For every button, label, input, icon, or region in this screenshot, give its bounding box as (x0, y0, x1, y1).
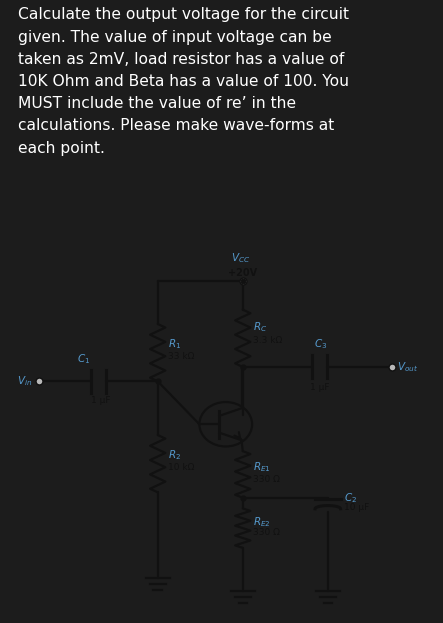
Text: 1 μF: 1 μF (90, 396, 110, 406)
Text: $V_{in}$: $V_{in}$ (17, 374, 32, 388)
Text: $R_{E2}$: $R_{E2}$ (253, 515, 271, 528)
Text: 1 μF: 1 μF (311, 383, 330, 392)
Text: 330 Ω: 330 Ω (253, 475, 280, 484)
Text: 10 μF: 10 μF (344, 503, 369, 512)
Text: $C_1$: $C_1$ (77, 353, 90, 366)
Text: $V_{CC}$: $V_{CC}$ (231, 251, 250, 265)
Text: Calculate the output voltage for the circuit
given. The value of input voltage c: Calculate the output voltage for the cir… (18, 7, 349, 156)
Text: $R_1$: $R_1$ (168, 337, 182, 351)
Text: $C_3$: $C_3$ (314, 337, 327, 351)
Text: $R_{E1}$: $R_{E1}$ (253, 460, 271, 474)
Text: 10 kΩ: 10 kΩ (168, 463, 195, 472)
Text: 330 Ω: 330 Ω (253, 528, 280, 537)
Text: $C_2$: $C_2$ (344, 491, 357, 505)
Text: $R_2$: $R_2$ (168, 448, 181, 462)
Text: $R_C$: $R_C$ (253, 321, 268, 335)
Text: +20V: +20V (228, 268, 257, 278)
Text: 3.3 kΩ: 3.3 kΩ (253, 336, 283, 345)
Text: $V_{out}$: $V_{out}$ (397, 360, 418, 374)
Text: 33 kΩ: 33 kΩ (168, 352, 195, 361)
